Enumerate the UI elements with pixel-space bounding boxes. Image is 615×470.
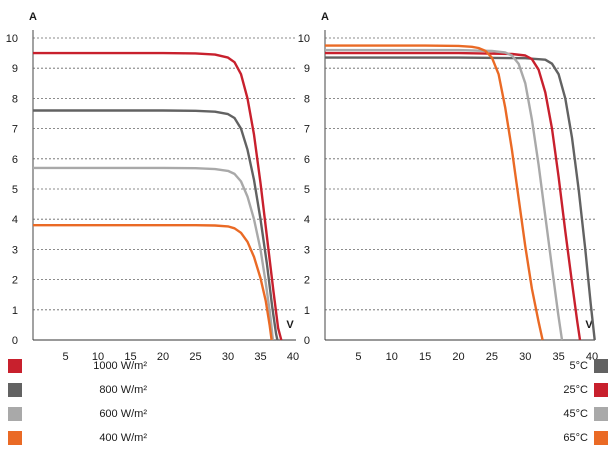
- y-tick-label: 5: [304, 184, 310, 196]
- series-line: [33, 109, 279, 341]
- series-line: [325, 56, 596, 341]
- x-tick-label: 10: [92, 351, 104, 360]
- legend-swatch: [594, 383, 608, 397]
- legend-label: 800 W/m²: [99, 384, 147, 396]
- legend-item: 5°C: [448, 354, 608, 378]
- y-tick-label: 4: [12, 214, 18, 226]
- y-tick-label: 3: [304, 244, 310, 256]
- legend-label: 600 W/m²: [99, 408, 147, 420]
- x-tick-label: 20: [157, 351, 169, 360]
- legend-swatch: [8, 431, 22, 445]
- x-tick-label: 25: [486, 351, 498, 360]
- series-line: [33, 166, 275, 341]
- series-line: [33, 224, 273, 341]
- legend-item: 600 W/m²: [8, 402, 208, 426]
- y-tick-label: 0: [12, 335, 18, 347]
- y-tick-label: 7: [304, 124, 310, 136]
- y-tick-label: 9: [12, 63, 18, 75]
- series-line: [325, 51, 582, 341]
- y-tick-label: 2: [304, 275, 310, 287]
- legend-item: 65°C: [448, 426, 608, 450]
- y-tick-label: 10: [6, 33, 18, 45]
- legend-swatch: [8, 383, 22, 397]
- legend-label: 1000 W/m²: [93, 360, 147, 372]
- series-line: [33, 51, 283, 341]
- y-tick-label: 0: [304, 335, 310, 347]
- y-tick-label: 9: [304, 63, 310, 75]
- legend-item: 1000 W/m²: [8, 354, 208, 378]
- legend-item: 800 W/m²: [8, 378, 208, 402]
- x-tick-label: 40: [287, 351, 299, 360]
- iv-curve-charts: 0 1 2 3 4 5 6 7 8 9 10 5 10 15 20 25 30 35 40 A V 0 1 2 3 4 5 6 7 8 9…: [6, 11, 598, 360]
- x-tick-label: 30: [222, 351, 234, 360]
- y-tick-label: 7: [12, 124, 18, 136]
- x-axis-label: V: [286, 319, 294, 331]
- x-tick-label: 10: [386, 351, 398, 360]
- irradiance-legend: 1000 W/m² 800 W/m² 600 W/m² 400 W/m²: [8, 354, 208, 450]
- x-axis-label: V: [585, 319, 593, 331]
- y-tick-label: 6: [12, 154, 18, 166]
- x-tick-label: 20: [452, 351, 464, 360]
- x-tick-label: 25: [189, 351, 201, 360]
- legend-label: 400 W/m²: [99, 432, 147, 444]
- temperature-iv-chart: 0 1 2 3 4 5 6 7 8 9 10 5 10 15 20 25 30 35 40 A V: [298, 11, 598, 360]
- x-tick-label: 40: [586, 351, 598, 360]
- x-tick-label: 35: [254, 351, 266, 360]
- x-tick-label: 15: [419, 351, 431, 360]
- series-line: [325, 48, 564, 341]
- y-tick-label: 3: [12, 244, 18, 256]
- legend-label: 45°C: [563, 408, 588, 420]
- legend-label: 65°C: [563, 432, 588, 444]
- legend-swatch: [8, 359, 22, 373]
- legend-item: 400 W/m²: [8, 426, 208, 450]
- y-tick-label: 1: [304, 305, 310, 317]
- x-tick-label: 5: [355, 351, 361, 360]
- y-tick-label: 6: [304, 154, 310, 166]
- y-axis-label: A: [321, 11, 329, 23]
- y-tick-label: 8: [304, 93, 310, 105]
- legend-item: 45°C: [448, 402, 608, 426]
- y-tick-label: 4: [304, 214, 310, 226]
- legend-swatch: [594, 407, 608, 421]
- y-tick-label: 8: [12, 93, 18, 105]
- x-tick-label: 30: [519, 351, 531, 360]
- series-line: [325, 44, 544, 341]
- irradiance-iv-chart: 0 1 2 3 4 5 6 7 8 9 10 5 10 15 20 25 30 35 40 A V: [6, 11, 299, 360]
- legend-swatch: [8, 407, 22, 421]
- legend-label: 25°C: [563, 384, 588, 396]
- legend-swatch: [594, 359, 608, 373]
- x-tick-label: 35: [553, 351, 565, 360]
- y-tick-label: 10: [298, 33, 310, 45]
- legend-item: 25°C: [448, 378, 608, 402]
- y-axis-label: A: [29, 11, 37, 23]
- legend-swatch: [594, 431, 608, 445]
- x-tick-label: 5: [62, 351, 68, 360]
- x-tick-label: 15: [124, 351, 136, 360]
- y-tick-label: 2: [12, 275, 18, 287]
- y-tick-label: 5: [12, 184, 18, 196]
- y-tick-label: 1: [12, 305, 18, 317]
- temperature-legend: 5°C 25°C 45°C 65°C: [448, 354, 608, 450]
- legend-label: 5°C: [569, 360, 588, 372]
